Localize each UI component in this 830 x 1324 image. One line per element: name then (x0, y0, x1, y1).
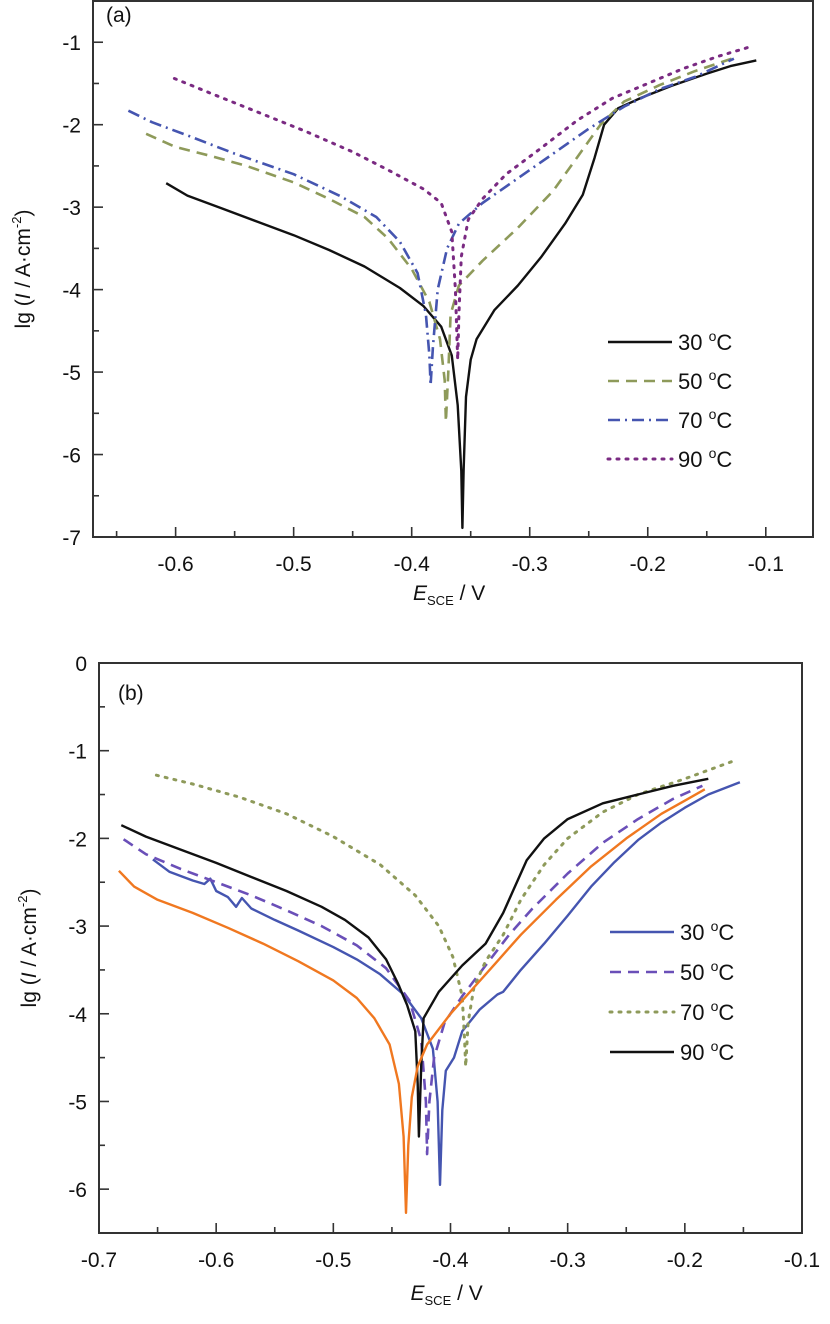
panel-label: (a) (106, 4, 132, 27)
series-group (118, 759, 741, 1214)
x-tick-label: -0.6 (158, 553, 194, 576)
y-tick-label: -7 (62, 527, 81, 550)
legend-item: 70 oC (608, 406, 732, 433)
y-tick-label: -6 (68, 1179, 87, 1202)
x-axis-label: ESCE / V (411, 1282, 483, 1308)
legend: 30 oC 50 oC 70 oC 90 oC (606, 328, 732, 472)
legend-item: 30 oC (610, 918, 734, 945)
legend-label: 50 oC (680, 958, 734, 985)
x-tick-label: -0.1 (784, 1249, 820, 1272)
legend-label: 70 oC (678, 406, 732, 433)
series-line-30cc (165, 59, 757, 530)
legend-item: 70 oC (608, 998, 734, 1025)
x-axis-label-unit: / V (454, 582, 486, 605)
legend-item: 90 oC (610, 1038, 734, 1065)
y-tick-label: -5 (62, 362, 81, 385)
series-line-70cc (154, 759, 735, 1068)
y-tick-label: 0 (75, 653, 87, 676)
legend-item: 30 oC (608, 328, 732, 355)
x-tick-label: -0.6 (198, 1249, 234, 1272)
y-tick-label: -5 (68, 1091, 87, 1114)
x-axis-label-sub: SCE (425, 1293, 452, 1308)
legend-label: 50 oC (678, 367, 732, 394)
panel-b: -0.7 -0.6 -0.5 -0.4 -0.3 -0.2 -0.1 -6 -5 -4 -3 -2 -1… (15, 653, 820, 1308)
x-axis-label-unit: / V (451, 1282, 483, 1305)
x-tick-label: -0.4 (394, 553, 431, 576)
legend-item: 50 oC (610, 958, 734, 985)
x-axis-label-sub: SCE (427, 593, 454, 608)
y-tick-label: -4 (62, 280, 81, 303)
panel-a: -0.6 -0.5 -0.4 -0.3 -0.2 -0.1 -7 -6 -5 -4 -3 -2 -1 (a… (9, 0, 814, 608)
x-tick-label: -0.5 (315, 1249, 351, 1272)
y-tick-label: -1 (62, 32, 81, 55)
y-tick-label: -3 (62, 197, 81, 220)
series-line-50cc (145, 55, 737, 423)
y-tick-label: -3 (68, 916, 87, 939)
x-tick-label: -0.3 (550, 1249, 586, 1272)
x-tick-label: -0.3 (512, 553, 548, 576)
y-tick-label: -1 (68, 741, 87, 764)
x-tick-label: -0.5 (276, 553, 312, 576)
legend-label: 90 oC (680, 1038, 734, 1065)
legend-label: 30 oC (680, 918, 734, 945)
y-tick-label: -2 (68, 828, 87, 851)
panel-label: (b) (118, 682, 144, 705)
series-line-50cc (122, 784, 703, 1156)
legend-label: 90 oC (678, 445, 732, 472)
x-tick-label: -0.2 (667, 1249, 703, 1272)
x-axis-label-var: E (413, 582, 428, 605)
series-group (127, 44, 757, 530)
y-axis-label: lg (I / A·cm-2) (15, 889, 41, 1008)
x-tick-label: -0.7 (81, 1249, 117, 1272)
legend-label: 70 oC (680, 998, 734, 1025)
legend: 30 oC 50 oC 70 oC 90 oC (608, 918, 734, 1065)
series-line-90cc (172, 44, 754, 362)
y-tick-label: -4 (68, 1004, 87, 1027)
legend-item: 50 oC (608, 367, 732, 394)
series-line-unlabeled-unlabeled (118, 788, 706, 1214)
series-line-30cc (152, 781, 741, 1186)
y-axis-label: lg (I / A·cm-2) (9, 210, 35, 329)
y-tick-label: -2 (62, 115, 81, 138)
series-line-70cc (127, 57, 735, 387)
series-line-90cc (120, 777, 709, 1138)
legend-label: 30 oC (678, 328, 732, 355)
x-axis-label: ESCE / V (413, 582, 485, 608)
x-axis-label-var: E (411, 1282, 426, 1305)
legend-item: 90 oC (606, 445, 732, 472)
x-tick-label: -0.1 (748, 553, 784, 576)
plot-frame (98, 662, 803, 1234)
plot-frame (92, 0, 814, 538)
x-tick-label: -0.4 (432, 1249, 469, 1272)
x-tick-label: -0.2 (630, 553, 666, 576)
y-tick-label: -6 (62, 445, 81, 468)
